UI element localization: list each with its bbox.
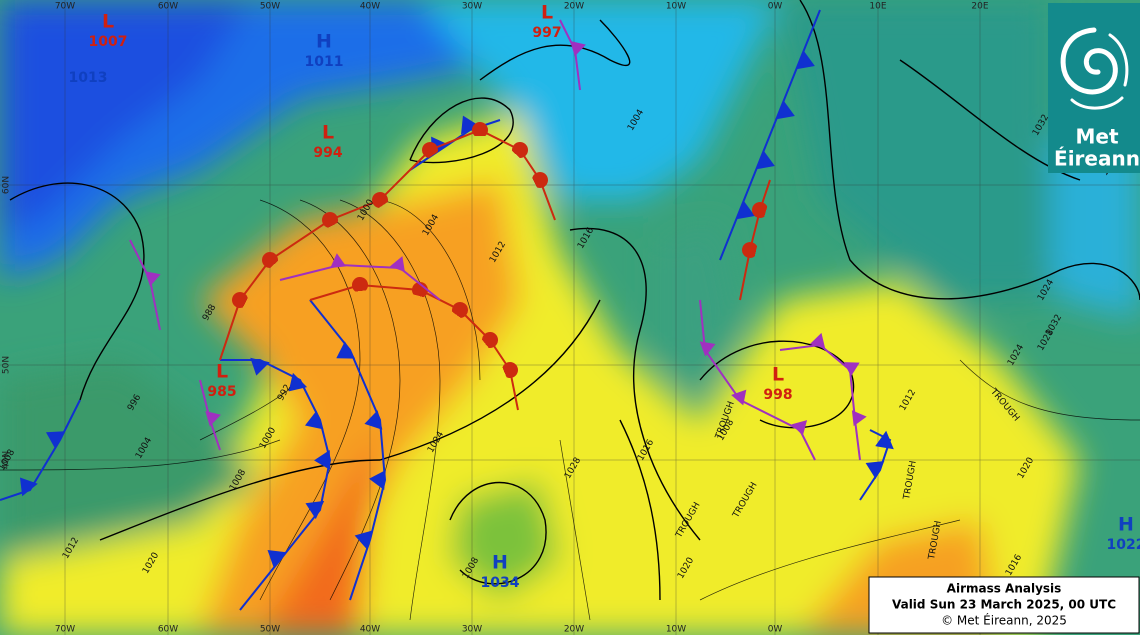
fronts	[0, 9, 894, 611]
system-pressure: 1007	[89, 34, 128, 50]
longitude-label: 50W	[260, 625, 280, 635]
longitude-label: 30W	[462, 625, 482, 635]
longitude-label: 40W	[360, 625, 380, 635]
latitude-label: 50N	[2, 356, 12, 374]
system-pressure: 985	[207, 384, 236, 400]
system-letter: L	[772, 364, 784, 386]
caption-box: Airmass Analysis Valid Sun 23 March 2025…	[868, 576, 1140, 634]
system-letter: L	[216, 361, 228, 383]
longitude-label: 70W	[55, 2, 75, 12]
system-letter: H	[316, 31, 332, 53]
longitude-label: 20E	[971, 2, 988, 12]
longitude-label: 30W	[462, 2, 482, 12]
system-pressure: 1034	[481, 575, 520, 591]
longitude-label: 60W	[158, 2, 178, 12]
longitude-label: 40W	[360, 2, 380, 12]
system-pressure: 1011	[305, 54, 344, 70]
system-letter: L	[102, 11, 114, 33]
longitude-label: 70W	[55, 625, 75, 635]
caption-valid: Valid Sun 23 March 2025, 00 UTC	[892, 598, 1116, 612]
longitude-label: 0W	[768, 625, 783, 635]
longitude-label: 20W	[564, 625, 584, 635]
system-letter: L	[541, 2, 553, 24]
caption-copyright: © Met Éireann, 2025	[941, 613, 1067, 628]
system-pressure: 994	[313, 145, 342, 161]
system-letter: H	[492, 552, 508, 574]
logo: Met Éireann	[1048, 3, 1140, 173]
longitude-label: 10E	[869, 2, 886, 12]
system-pressure: 997	[532, 25, 561, 41]
longitude-label: 0W	[768, 2, 783, 12]
caption-title: Airmass Analysis	[947, 582, 1062, 596]
longitude-label: 20W	[564, 2, 584, 12]
latitude-label: 40N	[2, 451, 12, 469]
system-pressure: 998	[763, 387, 792, 403]
longitude-label: 50W	[260, 2, 280, 12]
longitude-label: 10W	[666, 625, 686, 635]
system-pressure: 1013	[69, 70, 108, 86]
logo-line1: Met	[1075, 125, 1118, 149]
system-pressure: 1022	[1107, 537, 1140, 553]
longitude-label: 10W	[666, 2, 686, 12]
system-letter: H	[1118, 514, 1134, 536]
system-letter: L	[322, 122, 334, 144]
longitude-label: 60W	[158, 625, 178, 635]
latitude-label: 60N	[2, 176, 12, 194]
logo-line2: Éireann	[1054, 147, 1140, 171]
